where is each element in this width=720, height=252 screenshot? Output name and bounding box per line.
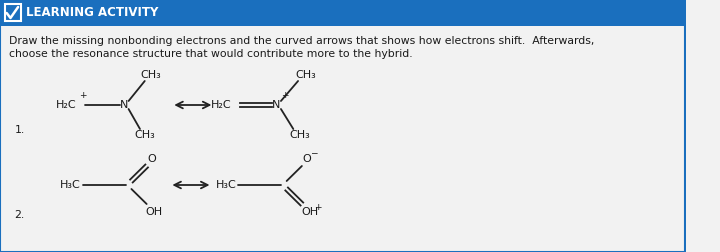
Text: 1.: 1. bbox=[14, 125, 24, 135]
Text: CH₃: CH₃ bbox=[289, 130, 310, 140]
Text: H₂C: H₂C bbox=[211, 100, 231, 110]
FancyBboxPatch shape bbox=[0, 0, 685, 26]
Text: CH₃: CH₃ bbox=[140, 70, 161, 80]
Text: N: N bbox=[272, 100, 280, 110]
FancyBboxPatch shape bbox=[5, 4, 21, 21]
Text: OH: OH bbox=[145, 207, 163, 217]
Text: CH₃: CH₃ bbox=[295, 70, 316, 80]
Text: choose the resonance structure that would contribute more to the hybrid.: choose the resonance structure that woul… bbox=[9, 49, 412, 59]
Text: N: N bbox=[120, 100, 128, 110]
Text: LEARNING ACTIVITY: LEARNING ACTIVITY bbox=[26, 7, 158, 19]
Text: Draw the missing nonbonding electrons and the curved arrows that shows how elect: Draw the missing nonbonding electrons an… bbox=[9, 36, 594, 46]
Text: +: + bbox=[281, 91, 289, 101]
Text: H₂C: H₂C bbox=[55, 100, 76, 110]
Text: O: O bbox=[302, 154, 311, 164]
Text: H₃C: H₃C bbox=[215, 180, 236, 190]
Text: 2.: 2. bbox=[14, 210, 24, 220]
Text: CH₃: CH₃ bbox=[135, 130, 155, 140]
Text: H₃C: H₃C bbox=[60, 180, 81, 190]
Text: OH: OH bbox=[301, 207, 318, 217]
Text: O: O bbox=[147, 154, 156, 164]
Text: +: + bbox=[79, 91, 86, 101]
Text: +: + bbox=[315, 204, 322, 212]
Text: −: − bbox=[310, 148, 317, 158]
